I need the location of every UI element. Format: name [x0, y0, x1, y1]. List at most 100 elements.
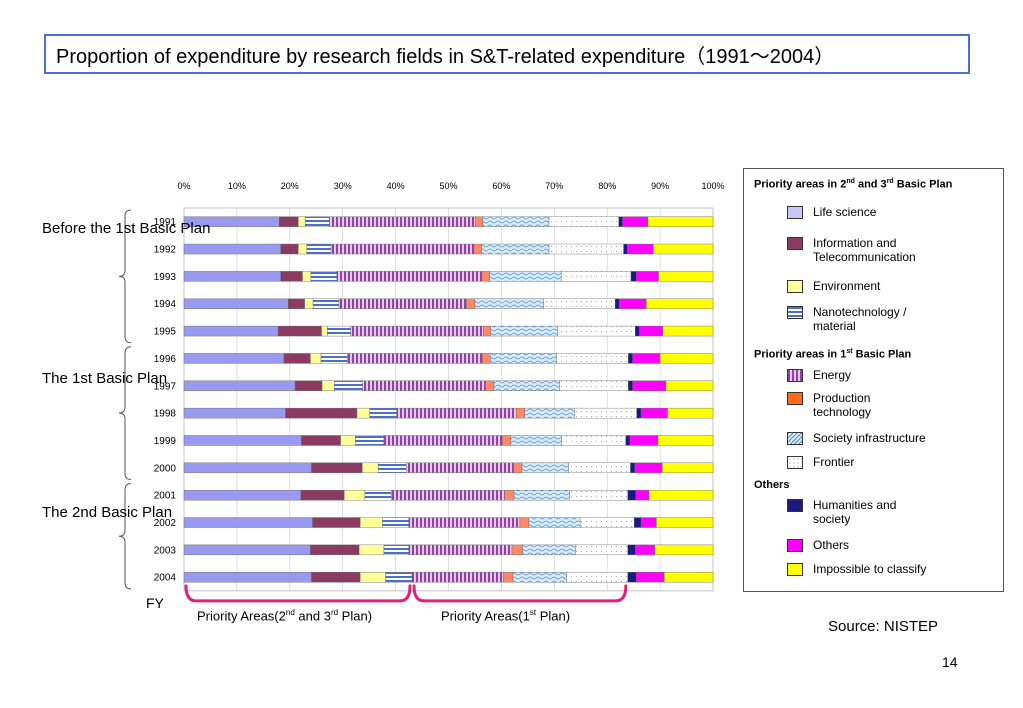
legend-swatch-energy [787, 369, 803, 382]
legend-swatch-humanities-society [787, 499, 803, 512]
bar-segment [524, 407, 575, 419]
bar-segment [385, 572, 413, 583]
bar-segment [356, 407, 370, 419]
chart-legend: Priority areas in 2nd and 3rd Basic Plan… [743, 168, 1004, 592]
bar-segment [629, 435, 659, 446]
bar-segment [504, 489, 515, 501]
bar-segment [522, 544, 576, 556]
y-tick-label: 2003 [154, 545, 177, 556]
bar-segment [334, 380, 364, 391]
legend-item-life-science: Life science [787, 205, 987, 219]
priority-area-bracket [184, 584, 412, 603]
bar-segment [304, 298, 314, 309]
bar-segment [481, 243, 550, 255]
bar-segment [183, 298, 289, 309]
bar-segment [482, 216, 550, 227]
bar-segment [636, 407, 642, 419]
bar-segment [294, 380, 323, 391]
bar-segment [622, 216, 649, 227]
bar-segment [336, 271, 483, 282]
bar-segment [183, 435, 302, 446]
bar-segment [383, 544, 410, 556]
bar-segment [338, 298, 467, 309]
bar-segment [362, 462, 379, 474]
bar-segment [665, 380, 714, 391]
bar-segment [321, 325, 328, 337]
bar-segment [391, 489, 505, 501]
y-tick-label: 1998 [154, 409, 177, 420]
bar-segment [633, 517, 642, 528]
bar-segment [311, 572, 361, 583]
bar-segment [568, 462, 631, 474]
bar-segment [493, 380, 560, 391]
y-tick-label: 1997 [154, 381, 177, 392]
bar-segment [347, 353, 483, 364]
bar-segment [310, 271, 338, 282]
bar-segment [662, 462, 714, 474]
bar-segment [664, 572, 714, 583]
bar-segment [653, 243, 714, 255]
bar-segment [344, 489, 366, 501]
bar-segment [580, 517, 635, 528]
page-title-text: Proportion of expenditure by research fi… [56, 45, 835, 68]
x-tick-label: 20% [281, 181, 299, 191]
bar-segment [656, 517, 714, 528]
y-tick-label: 1995 [154, 327, 177, 338]
bar-segment [283, 353, 311, 364]
bar-segment [485, 380, 495, 391]
bar-segment [490, 325, 558, 337]
legend-item-environment: Environment [787, 279, 987, 293]
legend-heading-2nd-3rd-plan: Priority areas in 2nd and 3rd Basic Plan [754, 178, 953, 191]
bar-segment [473, 243, 483, 255]
period-brace [118, 483, 132, 590]
bar-segment [183, 353, 285, 364]
bar-segment [560, 271, 632, 282]
bar-segment [327, 325, 351, 337]
bar-segment [521, 462, 569, 474]
bar-segment [298, 216, 306, 227]
bar-segment [630, 271, 637, 282]
bar-segment [298, 243, 307, 255]
legend-swatch-life-science [787, 206, 803, 219]
legend-heading-1st-plan: Priority areas in 1st Basic Plan [754, 348, 912, 361]
y-tick-label: 1992 [154, 245, 177, 256]
bar-segment [408, 544, 513, 556]
legend-swatch-environment [787, 280, 803, 293]
bar-segment [640, 407, 668, 419]
legend-item-impossible-to-classify: Impossible to classify [787, 562, 987, 576]
legend-item-information-telecommunication: Information and Telecommunication [787, 236, 987, 264]
bar-segment [511, 544, 523, 556]
bar-segment [548, 243, 624, 255]
bar-segment [659, 353, 714, 364]
bar-segment [556, 353, 629, 364]
bar-segment [648, 489, 714, 501]
page-number: 14 [942, 654, 958, 670]
y-tick-label: 2000 [154, 463, 177, 474]
x-tick-label: 30% [334, 181, 352, 191]
period-label-before-1st-plan: Before the 1st Basic Plan [42, 220, 211, 237]
legend-item-humanities-society: Humanities and society [787, 498, 987, 526]
bar-segment [312, 298, 340, 309]
bar-segment [321, 380, 335, 391]
bar-segment [358, 544, 385, 556]
bar-segment [279, 216, 299, 227]
y-tick-label: 1999 [154, 436, 177, 447]
bar-segment [408, 517, 521, 528]
legend-swatch-nanotechnology [787, 306, 803, 319]
bar-segment [618, 216, 623, 227]
bar-segment [513, 462, 523, 474]
bar-segment [475, 216, 484, 227]
bar-segment [625, 435, 631, 446]
legend-swatch-impossible-to-classify [787, 563, 803, 576]
bar-segment [396, 407, 517, 419]
bar-segment [490, 353, 557, 364]
bar-segment [623, 243, 628, 255]
y-tick-label: 2004 [154, 573, 177, 584]
period-label-1st-plan: The 1st Basic Plan [42, 370, 168, 387]
bar-segment [557, 325, 636, 337]
legend-heading-others: Others [754, 479, 790, 491]
annotation-priority-areas-2nd-3rd: Priority Areas(2nd and 3rd Plan) [197, 608, 373, 624]
bar-segment [516, 407, 525, 419]
bar-segment [183, 489, 302, 501]
